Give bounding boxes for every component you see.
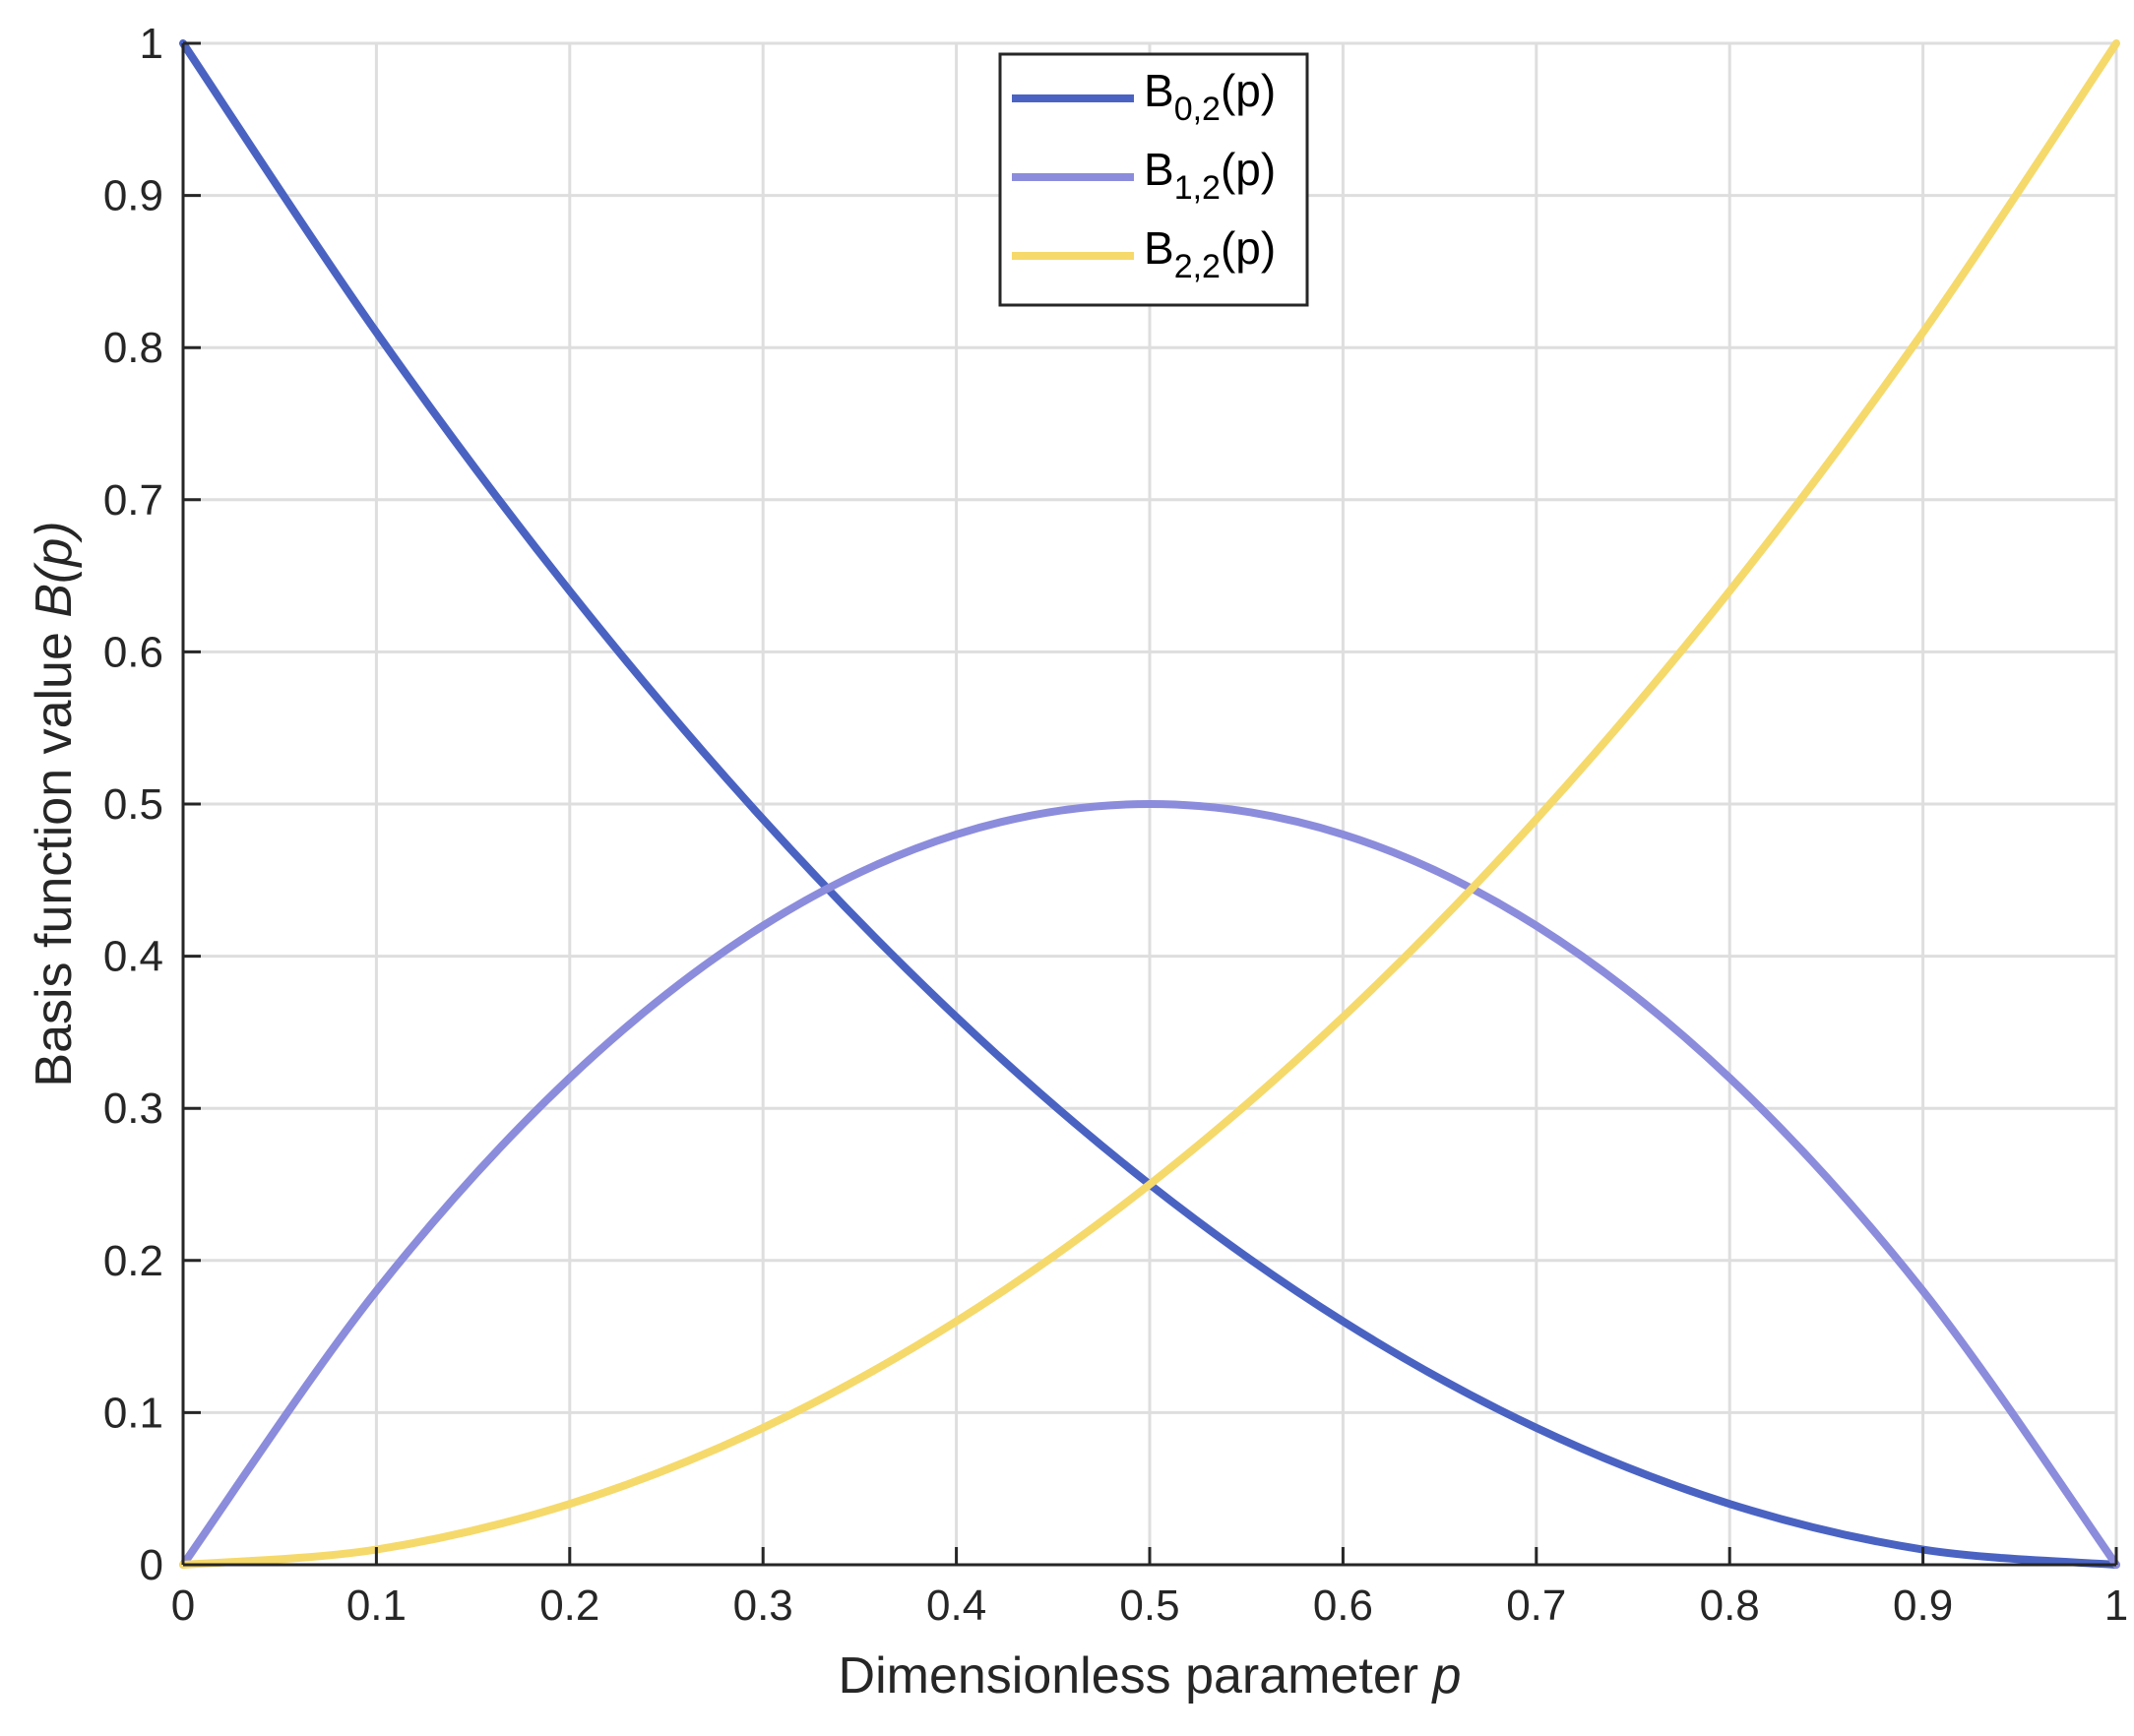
x-tick-label: 0.5 <box>1119 1581 1179 1630</box>
legend: B0,2(p) B1,2(p) B2,2(p) <box>998 52 1309 307</box>
series-line-2 <box>179 39 2120 1569</box>
x-tick-label: 0.2 <box>539 1581 599 1630</box>
y-tick-label: 0.7 <box>103 476 163 525</box>
x-tick-label: 0.7 <box>1506 1581 1566 1630</box>
y-tick-label: 0.8 <box>103 324 163 372</box>
x-tick-label: 0.3 <box>733 1581 793 1630</box>
y-tick-label: 1 <box>140 20 163 68</box>
series-line-1 <box>179 800 2120 1569</box>
x-tick-label: 0.1 <box>346 1581 407 1630</box>
legend-label-1: B1,2(p) <box>1144 144 1276 207</box>
x-tick-label: 0.8 <box>1700 1581 1760 1630</box>
y-axis-label: Basis function value B(p) <box>26 521 83 1086</box>
x-axis-label: Dimensionless parameter p <box>839 1647 1462 1705</box>
x-tick-label: 0.6 <box>1313 1581 1373 1630</box>
series-layer <box>179 39 2120 1569</box>
y-tick-label: 0.3 <box>103 1085 163 1133</box>
y-tick-label: 0.5 <box>103 780 163 829</box>
y-tick-label: 0.9 <box>103 172 163 220</box>
y-tick-label: 0.2 <box>103 1237 163 1285</box>
y-tick-label: 0.4 <box>103 933 163 981</box>
y-tick-label: 0 <box>140 1541 163 1589</box>
x-tick-label: 0.9 <box>1893 1581 1953 1630</box>
x-tick-label: 1 <box>2104 1581 2128 1630</box>
y-tick-label: 0.6 <box>103 628 163 676</box>
y-tick-label: 0.1 <box>103 1389 163 1437</box>
series-line-0 <box>179 39 2120 1569</box>
legend-label-2: B2,2(p) <box>1144 222 1276 285</box>
ticks: 0 0.1 0.2 0.3 0.4 0.5 0.6 0.7 0.8 0.9 1 0 0.1 0.2 0.3 0… <box>103 20 2128 1630</box>
legend-label-0: B0,2(p) <box>1144 65 1276 128</box>
grid <box>181 41 2118 1567</box>
x-tick-label: 0.4 <box>926 1581 986 1630</box>
x-tick-label: 0 <box>171 1581 195 1630</box>
